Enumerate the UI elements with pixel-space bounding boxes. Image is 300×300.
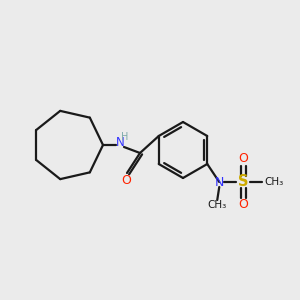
Text: O: O [121,173,131,187]
Text: CH₃: CH₃ [265,177,284,187]
Text: O: O [238,199,248,212]
Text: H: H [121,132,129,142]
Text: N: N [116,136,124,149]
Text: O: O [238,152,248,166]
Text: N: N [214,176,224,188]
Text: CH₃: CH₃ [208,200,227,210]
Text: S: S [238,175,248,190]
